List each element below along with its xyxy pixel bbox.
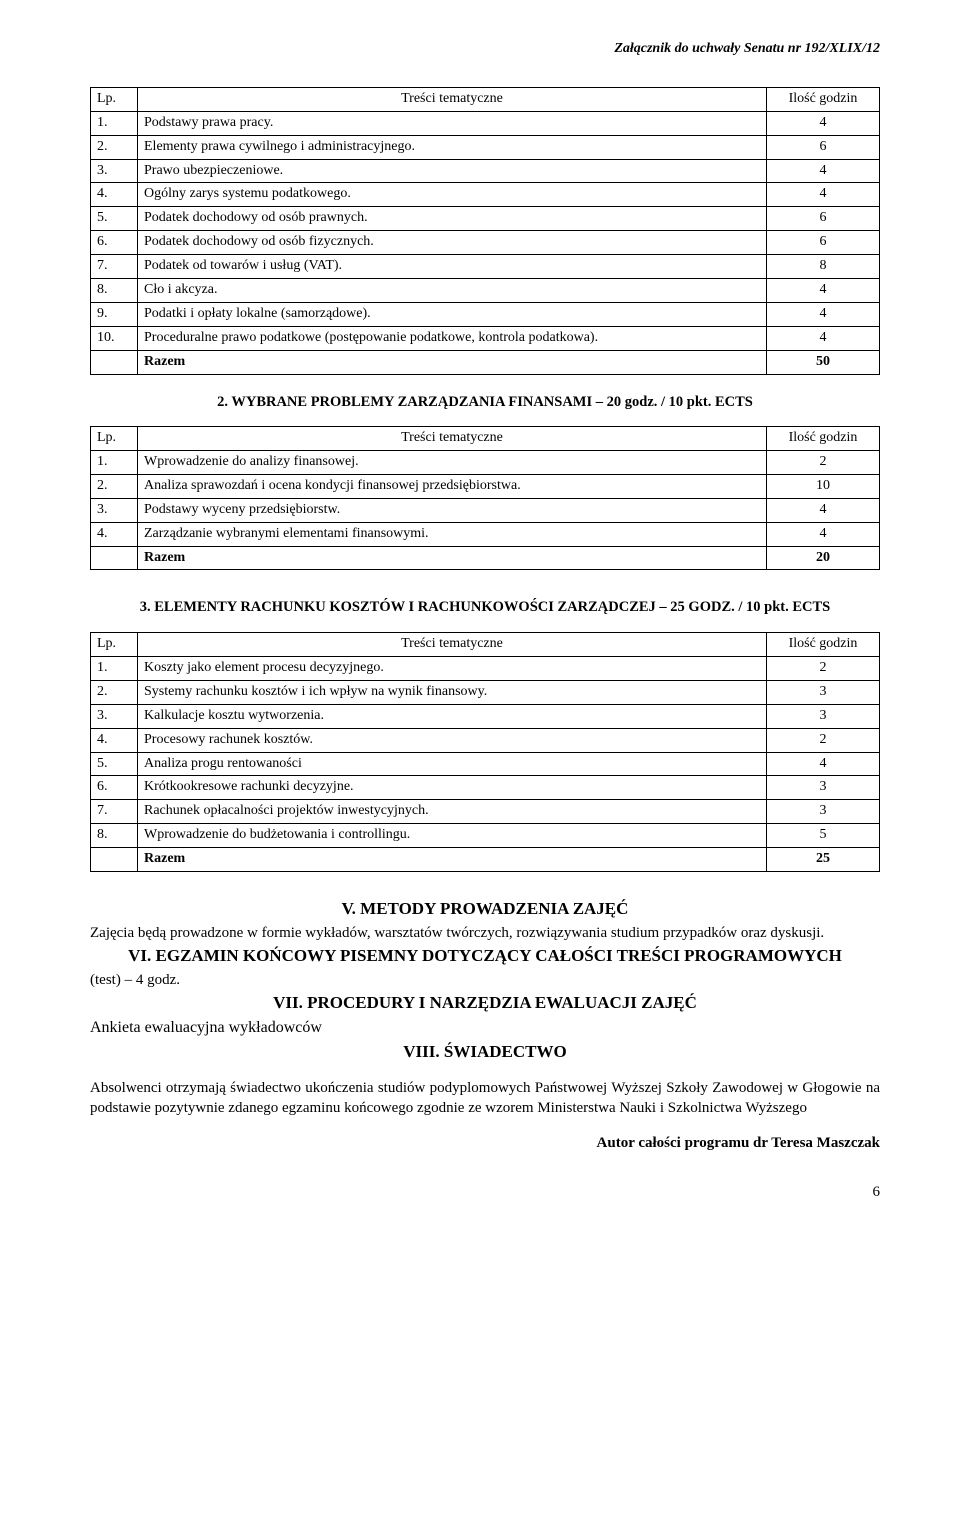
page-number: 6 bbox=[90, 1182, 880, 1202]
heading-vi: VI. EGZAMIN KOŃCOWY PISEMNY DOTYCZĄCY CA… bbox=[90, 945, 880, 968]
table-row: 4.Ogólny zarys systemu podatkowego.4 bbox=[91, 183, 880, 207]
table-3: Lp. Treści tematyczne Ilość godzin 1.Kos… bbox=[90, 632, 880, 872]
th-lp: Lp. bbox=[91, 633, 138, 657]
th-topic: Treści tematyczne bbox=[138, 87, 767, 111]
th-lp: Lp. bbox=[91, 427, 138, 451]
table-1: Lp. Treści tematyczne Ilość godzin 1.Pod… bbox=[90, 87, 880, 375]
th-hours: Ilość godzin bbox=[767, 427, 880, 451]
table-row: 4.Procesowy rachunek kosztów.2 bbox=[91, 728, 880, 752]
table-row-razem: Razem 50 bbox=[91, 350, 880, 374]
table-row-razem: Razem 25 bbox=[91, 848, 880, 872]
table-row: 10.Proceduralne prawo podatkowe (postępo… bbox=[91, 326, 880, 350]
table-row: 3.Prawo ubezpieczeniowe.4 bbox=[91, 159, 880, 183]
table-row-razem: Razem 20 bbox=[91, 546, 880, 570]
section-3-title: 3. ELEMENTY RACHUNKU KOSZTÓW I RACHUNKOW… bbox=[90, 598, 880, 618]
table-row: 4.Zarządzanie wybranymi elementami finan… bbox=[91, 522, 880, 546]
razem-label: Razem bbox=[138, 546, 767, 570]
table-row: 1.Koszty jako element procesu decyzyjneg… bbox=[91, 656, 880, 680]
table-row: 6.Krótkookresowe rachunki decyzyjne.3 bbox=[91, 776, 880, 800]
table-row: 1.Podstawy prawa pracy.4 bbox=[91, 111, 880, 135]
table-2: Lp. Treści tematyczne Ilość godzin 1.Wpr… bbox=[90, 426, 880, 570]
table-row: 8.Cło i akcyza.4 bbox=[91, 279, 880, 303]
th-topic: Treści tematyczne bbox=[138, 633, 767, 657]
table-row: 8.Wprowadzenie do budżetowania i control… bbox=[91, 824, 880, 848]
razem-value: 20 bbox=[767, 546, 880, 570]
razem-value: 50 bbox=[767, 350, 880, 374]
test-line: (test) – 4 godz. bbox=[90, 970, 880, 990]
section-2-title: 2. WYBRANE PROBLEMY ZARZĄDZANIA FINANSAM… bbox=[90, 393, 880, 413]
table-row: 2.Analiza sprawozdań i ocena kondycji fi… bbox=[91, 474, 880, 498]
table-row: 2.Elementy prawa cywilnego i administrac… bbox=[91, 135, 880, 159]
th-topic: Treści tematyczne bbox=[138, 427, 767, 451]
author-line: Autor całości programu dr Teresa Maszcza… bbox=[90, 1133, 880, 1153]
table-row: 1.Wprowadzenie do analizy finansowej.2 bbox=[91, 451, 880, 475]
table-row: 2.Systemy rachunku kosztów i ich wpływ n… bbox=[91, 680, 880, 704]
table-row: 7.Podatek od towarów i usług (VAT).8 bbox=[91, 255, 880, 279]
page-header: Załącznik do uchwały Senatu nr 192/XLIX/… bbox=[90, 40, 880, 59]
table-row: 9.Podatki i opłaty lokalne (samorządowe)… bbox=[91, 302, 880, 326]
table-row: 3.Podstawy wyceny przedsiębiorstw.4 bbox=[91, 498, 880, 522]
razem-label: Razem bbox=[138, 350, 767, 374]
paragraph-v: Zajęcia będą prowadzone w formie wykładó… bbox=[90, 923, 880, 943]
th-hours: Ilość godzin bbox=[767, 87, 880, 111]
table-row: 6.Podatek dochodowy od osób fizycznych.6 bbox=[91, 231, 880, 255]
razem-value: 25 bbox=[767, 848, 880, 872]
th-hours: Ilość godzin bbox=[767, 633, 880, 657]
table-row: 7.Rachunek opłacalności projektów inwest… bbox=[91, 800, 880, 824]
ankieta-line: Ankieta ewaluacyjna wykładowców bbox=[90, 1017, 880, 1039]
th-lp: Lp. bbox=[91, 87, 138, 111]
heading-viii: VIII. ŚWIADECTWO bbox=[90, 1041, 880, 1064]
table-row: 5.Analiza progu rentowaności4 bbox=[91, 752, 880, 776]
table-row: 3.Kalkulacje kosztu wytworzenia.3 bbox=[91, 704, 880, 728]
heading-v: V. METODY PROWADZENIA ZAJĘĆ bbox=[90, 898, 880, 921]
heading-vii: VII. PROCEDURY I NARZĘDZIA EWALUACJI ZAJ… bbox=[90, 992, 880, 1015]
razem-label: Razem bbox=[138, 848, 767, 872]
table-row: 5.Podatek dochodowy od osób prawnych.6 bbox=[91, 207, 880, 231]
final-paragraph: Absolwenci otrzymają świadectwo ukończen… bbox=[90, 1078, 880, 1119]
